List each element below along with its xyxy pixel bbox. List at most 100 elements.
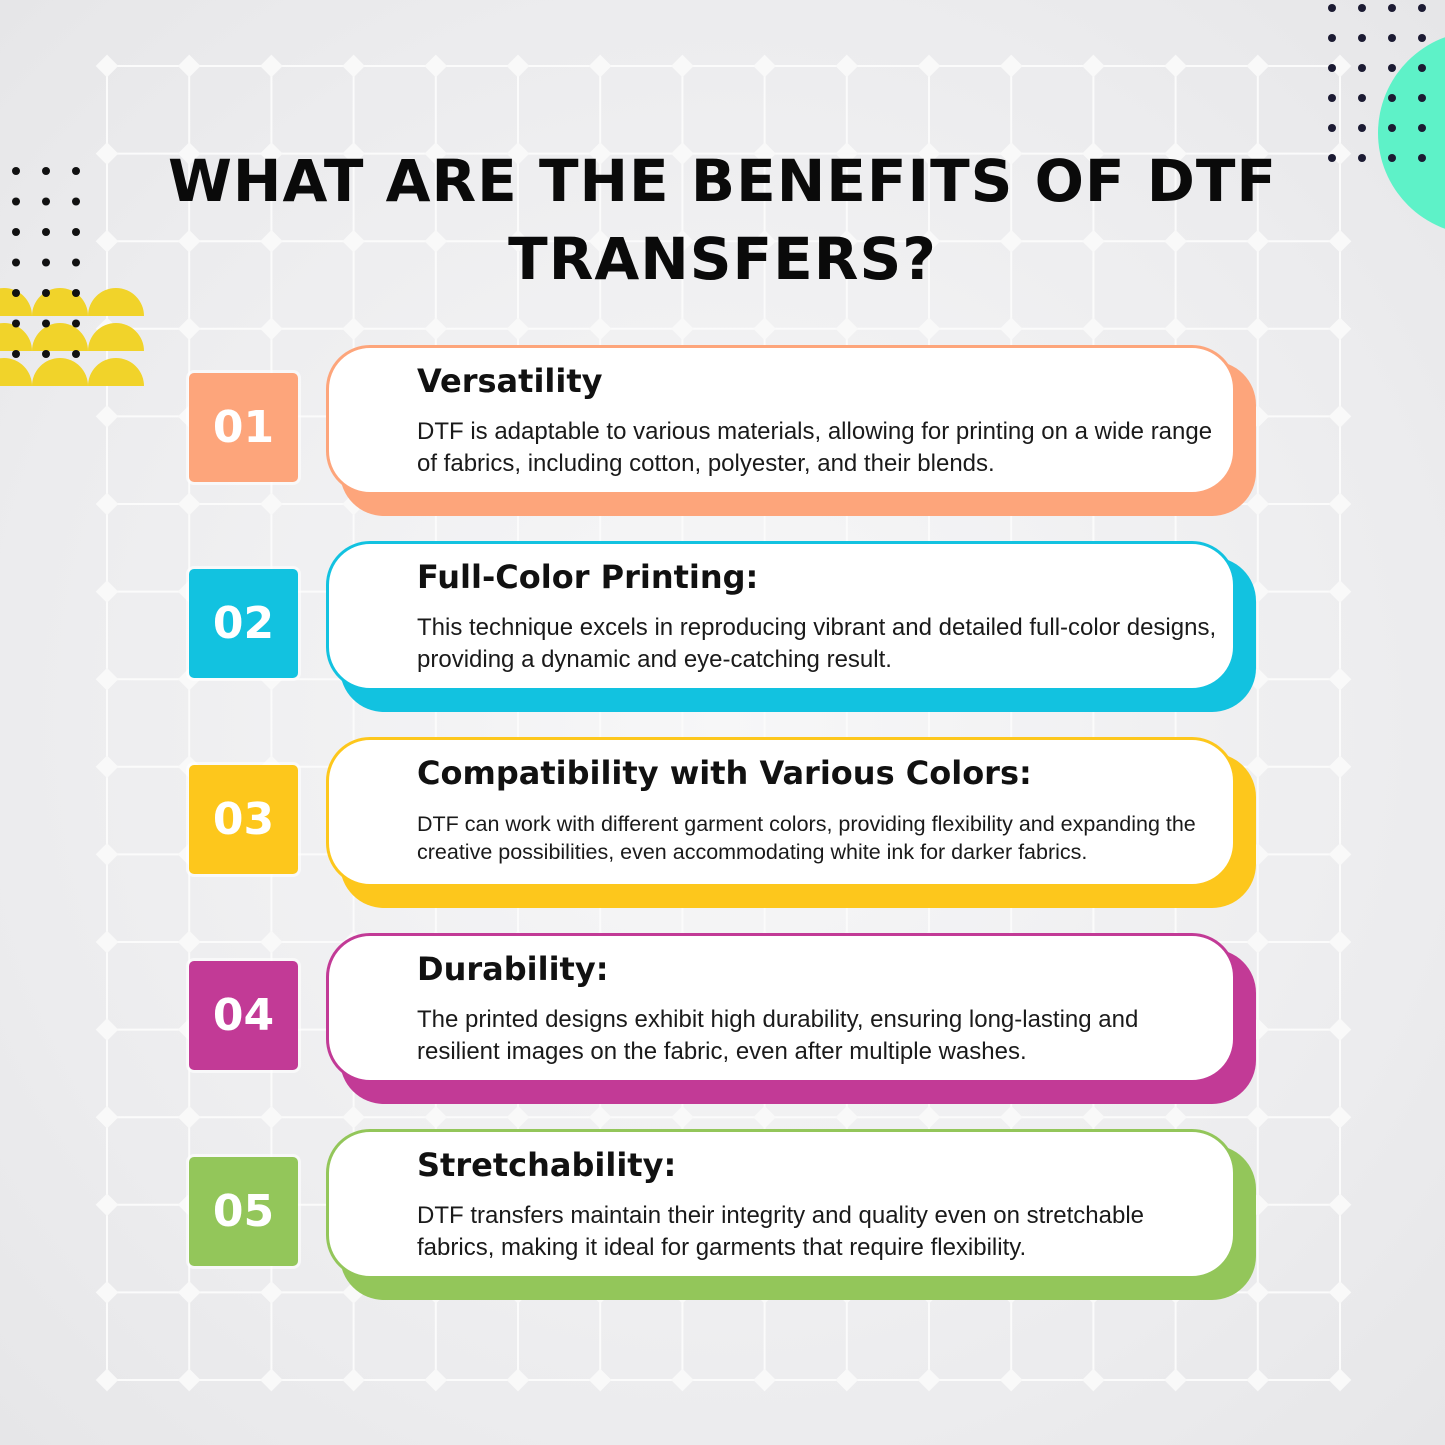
- grid-node: [1246, 930, 1270, 954]
- grid-node: [95, 229, 119, 253]
- grid-node: [1328, 492, 1352, 516]
- grid-node: [999, 317, 1023, 341]
- grid-node: [753, 54, 776, 78]
- grid-node: [999, 54, 1023, 78]
- grid-node: [95, 1281, 119, 1304]
- grid-node: [1328, 755, 1352, 779]
- benefit-description: The printed designs exhibit high durabil…: [417, 1006, 1139, 1065]
- grid-node: [671, 1105, 694, 1129]
- grid-node: [1082, 1368, 1105, 1392]
- grid-node: [95, 405, 119, 428]
- dot: [1388, 34, 1396, 42]
- grid-node: [95, 580, 119, 603]
- benefit-heading: Durability:: [417, 950, 609, 988]
- mint-circle: [1378, 37, 1445, 229]
- grid-node: [1164, 1368, 1187, 1392]
- dot: [72, 167, 80, 175]
- grid-node: [1328, 843, 1352, 866]
- grid-node: [424, 1368, 448, 1392]
- grid-node: [260, 930, 283, 954]
- grid-node: [753, 317, 776, 341]
- dot: [1388, 124, 1396, 132]
- grid-node: [588, 54, 612, 78]
- grid-node: [260, 317, 283, 341]
- item-number-badge: 05: [189, 1157, 298, 1266]
- dot: [42, 319, 50, 328]
- dot: [1418, 34, 1426, 42]
- dot: [1328, 154, 1336, 162]
- dot: [1358, 34, 1366, 42]
- grid-node: [999, 1105, 1023, 1129]
- grid-node: [424, 317, 448, 341]
- grid-node: [671, 317, 694, 341]
- dot: [1418, 94, 1426, 102]
- dot: [1418, 154, 1426, 162]
- grid-node: [1328, 1281, 1352, 1304]
- grid-node: [588, 1105, 612, 1129]
- dot: [1418, 124, 1426, 132]
- grid-node: [1328, 580, 1352, 603]
- dot: [72, 197, 80, 206]
- dot: [1358, 94, 1366, 102]
- benefit-card: Full-Color Printing: This technique exce…: [326, 541, 1236, 691]
- grid-node: [95, 54, 119, 78]
- dot: [42, 197, 50, 206]
- grid-node: [835, 317, 859, 341]
- yellow-semicircle: [0, 358, 32, 386]
- benefit-description: DTF can work with different garment colo…: [417, 812, 1196, 864]
- grid-node: [1082, 1105, 1105, 1129]
- dot: [42, 289, 50, 297]
- dot: [72, 228, 80, 236]
- grid-node: [95, 930, 119, 954]
- grid-node: [1246, 1105, 1270, 1129]
- dot: [1358, 124, 1366, 132]
- dot: [42, 167, 50, 175]
- grid-node: [753, 1105, 776, 1129]
- item-number-badge: 04: [189, 961, 298, 1070]
- grid-node: [1164, 1105, 1187, 1129]
- dot: [12, 228, 20, 236]
- page-title: WHAT ARE THE BENEFITS OF DTF TRANSFERS?: [167, 147, 1278, 293]
- grid-node: [342, 54, 365, 78]
- grid-node: [1246, 54, 1270, 78]
- grid-node: [1328, 1368, 1352, 1392]
- grid-node: [1328, 1018, 1352, 1041]
- grid-node: [95, 492, 119, 516]
- grid-node: [1082, 54, 1105, 78]
- grid-node: [95, 1368, 119, 1392]
- grid-node: [1246, 1368, 1270, 1392]
- dot: [12, 319, 20, 328]
- grid-node: [1328, 317, 1352, 341]
- dot: [42, 258, 50, 267]
- dot: [12, 350, 20, 358]
- grid-node: [671, 1368, 694, 1392]
- benefit-heading: Versatility: [417, 362, 603, 400]
- benefit-card: Versatility DTF is adaptable to various …: [326, 345, 1236, 495]
- dot: [1328, 64, 1336, 72]
- grid-node: [753, 1368, 776, 1392]
- grid-node: [588, 317, 612, 341]
- grid-node: [1328, 930, 1352, 954]
- yellow-semicircle: [0, 323, 32, 351]
- grid-node: [506, 1368, 530, 1392]
- grid-node: [1164, 54, 1187, 78]
- grid-node: [1246, 755, 1270, 779]
- grid-node: [506, 54, 530, 78]
- grid-node: [1328, 1105, 1352, 1129]
- grid-node: [835, 1105, 859, 1129]
- grid-node: [95, 1018, 119, 1041]
- dot: [42, 350, 50, 358]
- dot: [12, 258, 20, 267]
- grid-node: [506, 1105, 530, 1129]
- dot: [12, 167, 20, 175]
- grid-node: [95, 1105, 119, 1129]
- grid-node: [342, 1368, 365, 1392]
- benefit-card: Compatibility with Various Colors: DTF c…: [326, 737, 1236, 887]
- dot: [1388, 4, 1396, 12]
- dot: [1388, 154, 1396, 162]
- benefit-description: DTF is adaptable to various materials, a…: [417, 418, 1213, 477]
- grid-node: [917, 317, 941, 341]
- dot: [1358, 64, 1366, 72]
- grid-node: [177, 930, 201, 954]
- yellow-semicircle: [32, 358, 88, 386]
